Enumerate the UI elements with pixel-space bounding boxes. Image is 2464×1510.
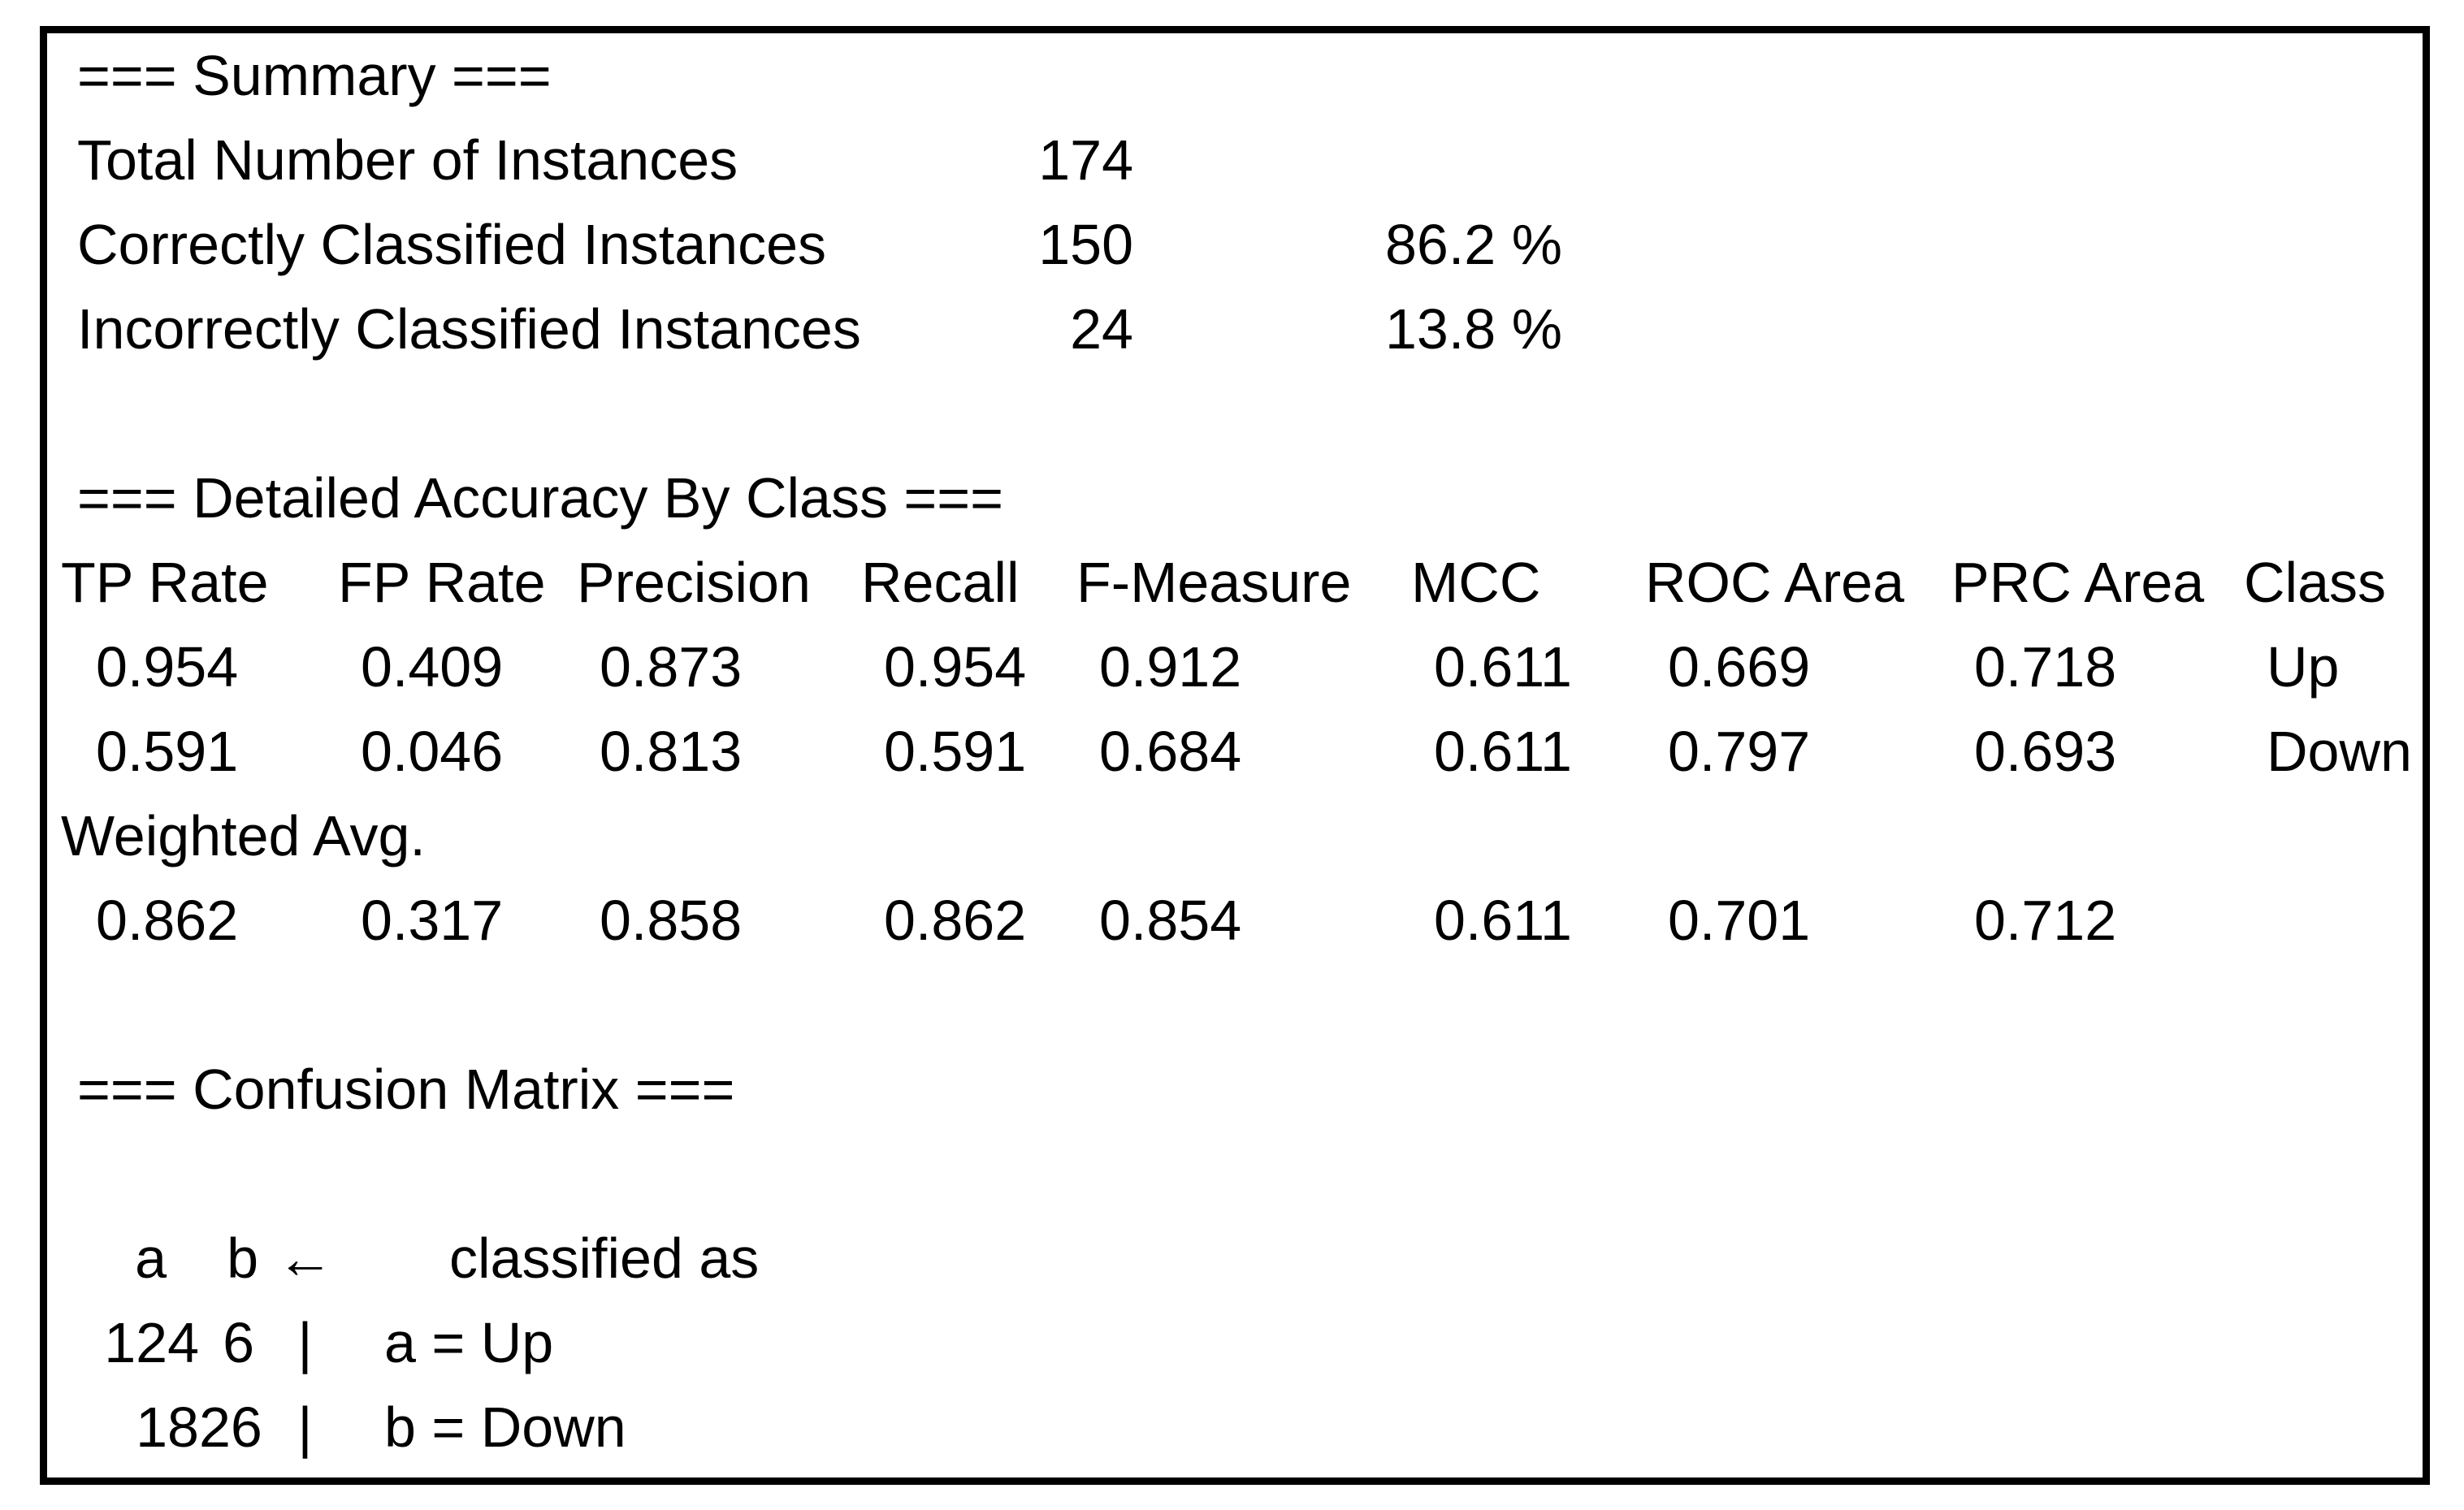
metric-value: 0.611 (1434, 889, 1572, 952)
confusion-cell: 18 (136, 1395, 199, 1459)
spacer (61, 1131, 2423, 1216)
metric-value: 0.862 (96, 889, 239, 952)
column-header-prc-area: PRC Area (1951, 551, 2205, 614)
metric-value: 0.611 (1434, 635, 1572, 699)
accuracy-row-weighted: 0.862 0.317 0.858 0.862 0.854 0.611 0.70… (61, 878, 2423, 963)
accuracy-header-row: TP Rate FP Rate Precision Recall F-Measu… (61, 540, 2423, 625)
summary-row-correct: Correctly Classified Instances 150 86.2 … (61, 202, 2423, 287)
class-label: Down (2267, 720, 2412, 783)
summary-percent: 13.8 % (1385, 297, 1562, 361)
column-header-recall: Recall (861, 551, 1020, 614)
column-header-f-measure: F-Measure (1076, 551, 1352, 614)
confusion-col-a: a (135, 1227, 167, 1290)
pipe-separator: | (297, 1395, 313, 1459)
summary-value: 24 (1070, 297, 1133, 361)
metric-value: 0.317 (361, 889, 504, 952)
summary-row-incorrect: Incorrectly Classified Instances 24 13.8… (61, 287, 2423, 371)
metric-value: 0.046 (361, 720, 504, 783)
confusion-cell: 6 (223, 1311, 254, 1374)
summary-row-total: Total Number of Instances 174 (61, 118, 2423, 202)
spacer (61, 963, 2423, 1047)
class-label: Up (2267, 635, 2340, 699)
pipe-separator: | (297, 1311, 313, 1374)
metric-value: 0.718 (1974, 635, 2117, 699)
summary-heading: === Summary === (77, 44, 552, 107)
confusion-header-row: a b ← classified as (61, 1216, 2423, 1300)
metric-value: 0.954 (96, 635, 239, 699)
metric-value: 0.591 (884, 720, 1027, 783)
detailed-accuracy-heading: === Detailed Accuracy By Class === (77, 466, 1004, 530)
column-header-tp-rate: TP Rate (61, 551, 269, 614)
column-header-class: Class (2244, 551, 2387, 614)
metric-value: 0.858 (600, 889, 743, 952)
metric-value: 0.693 (1974, 720, 2117, 783)
metric-value: 0.854 (1099, 889, 1242, 952)
summary-percent: 86.2 % (1385, 213, 1562, 276)
confusion-col-b: b (227, 1227, 258, 1290)
metric-value: 0.409 (361, 635, 504, 699)
summary-label: Total Number of Instances (77, 128, 738, 192)
accuracy-row-down: 0.591 0.046 0.813 0.591 0.684 0.611 0.79… (61, 709, 2423, 794)
metric-value: 0.912 (1099, 635, 1242, 699)
summary-value: 150 (1038, 213, 1133, 276)
metric-value: 0.873 (600, 635, 743, 699)
metric-value: 0.813 (600, 720, 743, 783)
spacer (61, 371, 2423, 456)
metric-value: 0.712 (1974, 889, 2117, 952)
summary-label: Correctly Classified Instances (77, 213, 826, 276)
column-header-mcc: MCC (1411, 551, 1541, 614)
summary-percent (1133, 118, 1385, 202)
metric-value: 0.862 (884, 889, 1027, 952)
left-arrow-icon: ← (276, 1227, 334, 1290)
column-header-fp-rate: FP Rate (338, 551, 546, 614)
metric-value: 0.591 (96, 720, 239, 783)
confusion-row-down: 18 26 | b = Down (61, 1385, 2423, 1469)
confusion-row-up: 124 6 | a = Up (61, 1300, 2423, 1385)
metric-value: 0.701 (1668, 889, 1811, 952)
confusion-row-label: b = Down (384, 1395, 626, 1459)
confusion-cell: 124 (104, 1311, 199, 1374)
confusion-caption: classified as (449, 1227, 760, 1290)
metric-value: 0.669 (1668, 635, 1811, 699)
metric-value: 0.611 (1434, 720, 1572, 783)
column-header-roc-area: ROC Area (1645, 551, 1904, 614)
confusion-matrix-heading: === Confusion Matrix === (77, 1058, 735, 1121)
metric-value: 0.684 (1099, 720, 1242, 783)
confusion-cell: 26 (199, 1395, 262, 1459)
class-label (2244, 878, 2423, 963)
metric-value: 0.797 (1668, 720, 1811, 783)
metric-value: 0.954 (884, 635, 1027, 699)
accuracy-row-up: 0.954 0.409 0.873 0.954 0.912 0.611 0.66… (61, 625, 2423, 709)
summary-value: 174 (1038, 128, 1133, 192)
summary-label: Incorrectly Classified Instances (77, 297, 861, 361)
weighted-avg-label: Weighted Avg. (61, 804, 426, 867)
column-header-precision: Precision (577, 551, 811, 614)
classifier-output-panel: === Summary === Total Number of Instance… (40, 26, 2430, 1485)
confusion-row-label: a = Up (384, 1311, 554, 1374)
